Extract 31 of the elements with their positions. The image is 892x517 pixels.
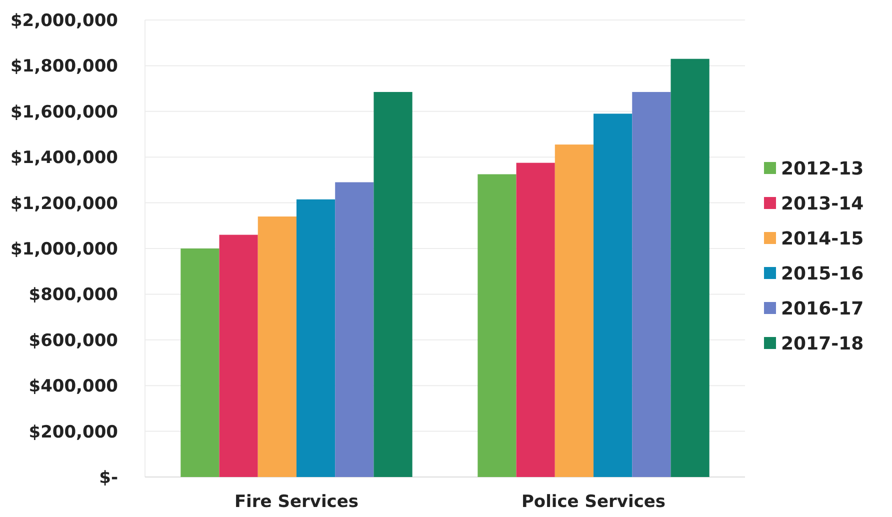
bar <box>374 92 412 477</box>
legend-label: 2015-16 <box>781 263 864 284</box>
y-tick-label: $1,400,000 <box>10 148 118 168</box>
bar <box>516 162 555 477</box>
bar <box>335 182 374 477</box>
bar <box>632 92 671 477</box>
bar <box>296 199 336 477</box>
bar <box>258 216 296 477</box>
legend-label: 2016-17 <box>781 298 864 320</box>
y-tick-label: $1,600,000 <box>10 102 118 122</box>
y-tick-label: $2,000,000 <box>10 10 118 31</box>
legend-label: 2012-13 <box>781 158 864 180</box>
y-tick-label: $1,800,000 <box>10 56 118 77</box>
bar <box>670 58 710 477</box>
bar <box>180 248 220 477</box>
y-tick-label: $- <box>99 468 118 488</box>
x-tick-label: Police Services <box>521 492 666 512</box>
y-tick-label: $800,000 <box>28 285 118 306</box>
legend-label: 2013-14 <box>781 193 864 214</box>
bar <box>594 114 632 477</box>
y-tick-label: $200,000 <box>28 422 118 442</box>
bar <box>219 234 258 477</box>
y-tick-label: $1,000,000 <box>10 239 118 260</box>
x-tick-label: Fire Services <box>234 492 359 512</box>
y-tick-label: $1,200,000 <box>10 194 118 214</box>
legend-label: 2014-15 <box>781 228 864 250</box>
y-tick-label: $400,000 <box>28 376 118 397</box>
bar <box>554 144 594 477</box>
y-tick-label: $600,000 <box>28 330 118 351</box>
bar <box>478 174 516 477</box>
legend-label: 2017-18 <box>781 333 864 354</box>
